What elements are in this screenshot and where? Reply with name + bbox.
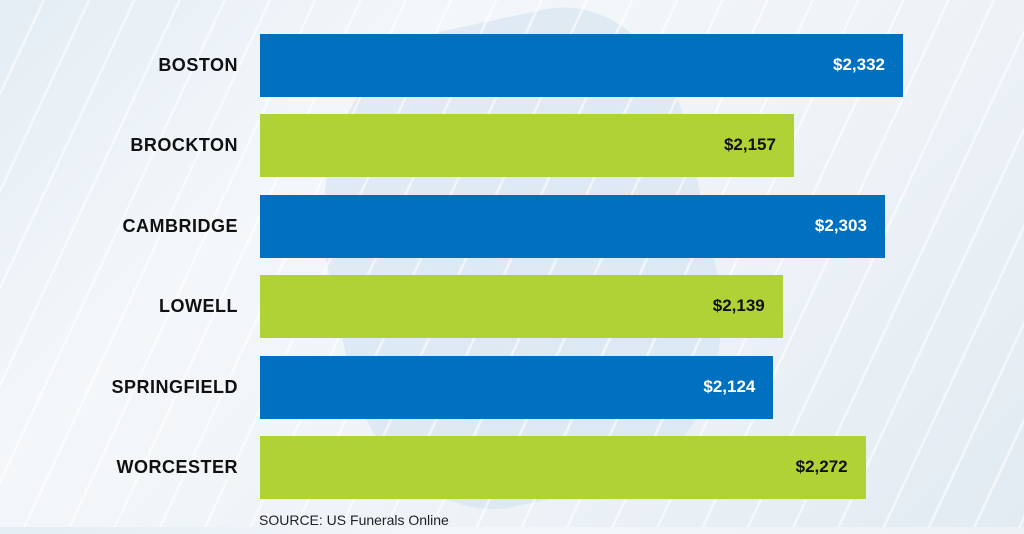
value-label: $2,124: [703, 376, 756, 396]
value-label: $2,303: [814, 215, 867, 235]
bar-springfield: [260, 355, 774, 419]
category-label: LOWELL: [159, 296, 238, 317]
bar-brockton: [260, 114, 794, 178]
bar-boston: [260, 34, 903, 97]
bar-lowell: [260, 275, 783, 339]
value-label: $2,332: [833, 55, 885, 74]
source-note: SOURCE: US Funerals Online: [259, 512, 449, 528]
category-label: BROCKTON: [130, 135, 238, 156]
value-label: $2,139: [712, 296, 765, 316]
bar-cambridge: [260, 194, 885, 258]
category-label: CAMBRIDGE: [122, 215, 238, 236]
category-label: SPRINGFIELD: [111, 376, 238, 397]
category-label: WORCESTER: [116, 457, 238, 477]
value-label: $2,272: [795, 457, 848, 476]
bar-worcester: [260, 436, 866, 499]
category-label: BOSTON: [158, 55, 238, 75]
value-label: $2,157: [723, 135, 776, 155]
